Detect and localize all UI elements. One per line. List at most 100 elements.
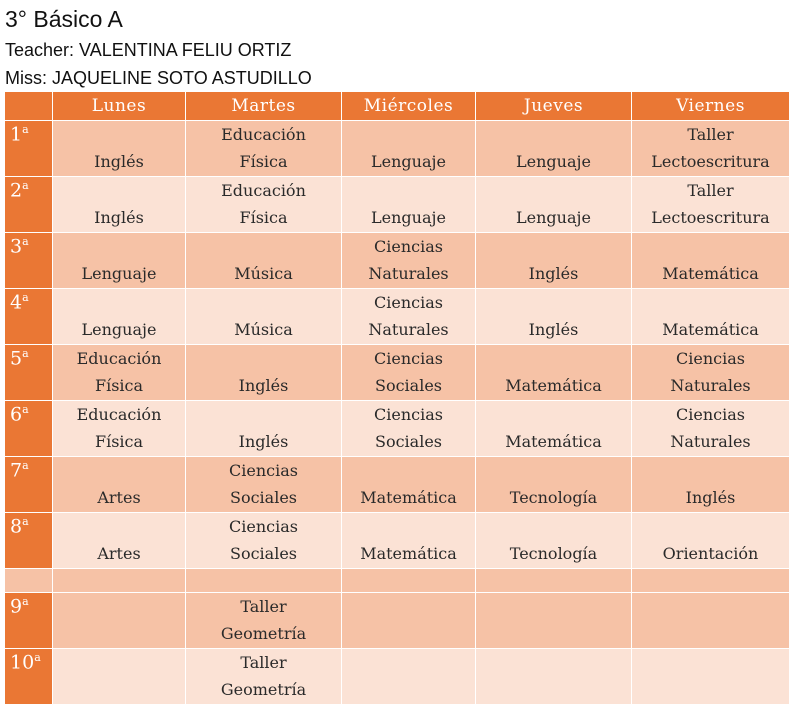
subject-text: Ciencias <box>676 405 745 424</box>
subject-text: Inglés <box>528 264 579 283</box>
period-number-value: 4 <box>10 291 23 314</box>
period-number-value: 3 <box>10 235 23 258</box>
subject-cell: Orientación <box>631 512 790 569</box>
subject-cell: Taller Geometría <box>185 592 342 649</box>
subject-cell <box>341 648 476 705</box>
subject-text: Tecnología <box>509 488 598 507</box>
subject-cell: Taller Geometría <box>185 648 342 705</box>
subject-text: Matemática <box>662 264 759 283</box>
subject-cell: Matemática <box>341 512 476 569</box>
subject-text: Lenguaje <box>371 208 446 227</box>
subject-cell: Ciencias Naturales <box>631 400 790 457</box>
subject-text: Taller <box>687 125 734 144</box>
day-header: Martes <box>185 91 342 121</box>
subject-cell: Inglés <box>52 120 186 177</box>
subject-text: Naturales <box>368 320 449 339</box>
subject-text: Ciencias <box>374 237 443 256</box>
period-number: 4a <box>4 288 53 345</box>
subject-cell: Artes <box>52 512 186 569</box>
subject-cell <box>631 592 790 649</box>
subject-text: Educación <box>76 405 162 424</box>
subject-cell <box>631 648 790 705</box>
period-row: 4a Lenguaje Música Ciencias Naturales Inglés M… <box>4 288 790 345</box>
subject-cell: Matemática <box>475 344 632 401</box>
subject-text: Lenguaje <box>371 152 446 171</box>
subject-cell <box>52 592 186 649</box>
period-row: 1a Inglés Educación Física Lenguaje Lenguaje T… <box>4 120 790 177</box>
corner-cell <box>4 91 53 121</box>
period-number: 10a <box>4 648 53 705</box>
subject-text: Artes <box>97 488 141 507</box>
day-header: Viernes <box>631 91 790 121</box>
subject-text: Inglés <box>94 208 144 227</box>
subject-text: Ciencias <box>374 349 443 368</box>
subject-text: Sociales <box>229 544 297 563</box>
period-number-value: 2 <box>10 179 23 202</box>
subject-text: Geometría <box>220 624 307 643</box>
period-number-value: 10 <box>10 651 35 674</box>
subject-text: Inglés <box>685 488 736 507</box>
subject-text: Educación <box>221 181 306 200</box>
period-number-value: 8 <box>10 515 23 538</box>
subject-cell: Lenguaje <box>475 176 632 233</box>
day-header: Miércoles <box>341 91 476 121</box>
period-number-value: 7 <box>10 459 23 482</box>
subject-cell: Ciencias Naturales <box>631 344 790 401</box>
period-row: 3a Lenguaje Música Ciencias Naturales Inglés M… <box>4 232 790 289</box>
subject-cell: Educación Física <box>52 400 186 457</box>
subject-text: Música <box>234 264 293 283</box>
subject-cell <box>475 648 632 705</box>
subject-text: Naturales <box>670 432 751 451</box>
subject-text: Taller <box>687 181 734 200</box>
subject-cell: Inglés <box>185 344 342 401</box>
subject-text: Sociales <box>229 488 297 507</box>
subject-cell: Lenguaje <box>341 120 476 177</box>
period-ordinal: a <box>22 403 29 416</box>
subject-text: Tecnología <box>509 544 598 563</box>
subject-text: Naturales <box>670 376 751 395</box>
subject-text: Física <box>94 432 144 451</box>
subject-text: Ciencias <box>676 349 745 368</box>
period-number-value: 1 <box>10 123 23 146</box>
subject-text: Orientación <box>662 544 759 563</box>
subject-text: Lectoescritura <box>651 208 770 227</box>
subject-text: Inglés <box>238 432 289 451</box>
period-ordinal: a <box>22 515 29 528</box>
period-ordinal: a <box>22 123 29 136</box>
subject-cell: Lenguaje <box>475 120 632 177</box>
period-number: 5a <box>4 344 53 401</box>
subject-cell: Taller Lectoescritura <box>631 176 790 233</box>
subject-cell: Matemática <box>631 232 790 289</box>
subject-text: Inglés <box>528 320 579 339</box>
subject-text: Ciencias <box>374 405 443 424</box>
subject-cell: Música <box>185 232 342 289</box>
subject-cell: Inglés <box>475 288 632 345</box>
period-row: 7a Artes Ciencias Sociales Matemática Tecnolo… <box>4 456 790 513</box>
subject-text: Matemática <box>505 376 602 395</box>
period-number-value: 6 <box>10 403 23 426</box>
subject-cell: Ciencias Naturales <box>341 232 476 289</box>
period-ordinal: a <box>22 235 29 248</box>
subject-text: Educación <box>221 125 306 144</box>
subject-text: Ciencias <box>374 293 443 312</box>
spacer-cell <box>341 568 476 593</box>
subject-text: Lectoescritura <box>651 152 770 171</box>
period-ordinal: a <box>22 347 29 360</box>
subject-text: Ciencias <box>229 461 298 480</box>
subject-cell: Tecnología <box>475 456 632 513</box>
spacer-cell <box>4 568 53 593</box>
subject-cell: Educación Física <box>52 344 186 401</box>
subject-text: Artes <box>97 544 141 563</box>
subject-cell: Lenguaje <box>52 288 186 345</box>
period-row: 2a Inglés Educación Física Lenguaje Lenguaje T… <box>4 176 790 233</box>
subject-cell: Ciencias Sociales <box>185 512 342 569</box>
subject-text: Lenguaje <box>516 208 591 227</box>
period-number: 6a <box>4 400 53 457</box>
period-number: 8a <box>4 512 53 569</box>
day-header-row: Lunes Martes Miércoles Jueves Viernes <box>4 91 790 121</box>
subject-cell: Ciencias Naturales <box>341 288 476 345</box>
subject-text: Matemática <box>505 432 602 451</box>
subject-text: Matemática <box>360 544 457 563</box>
period-number: 2a <box>4 176 53 233</box>
subject-text: Taller <box>240 653 287 672</box>
